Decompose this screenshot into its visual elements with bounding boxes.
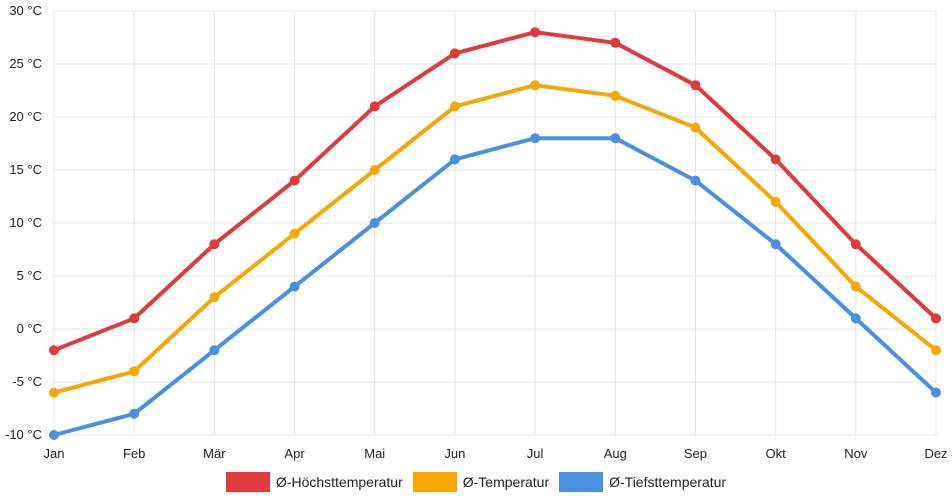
data-point[interactable] [449, 48, 460, 59]
y-tick-label: 30 °C [9, 3, 42, 18]
data-point[interactable] [530, 133, 541, 144]
x-tick-label: Dez [924, 446, 947, 461]
legend-swatch [559, 472, 604, 492]
data-point[interactable] [931, 387, 941, 398]
x-tick-label: Jan [44, 446, 65, 461]
data-point[interactable] [49, 387, 59, 398]
x-tick-label: Feb [123, 446, 145, 461]
data-point[interactable] [931, 345, 941, 356]
data-point[interactable] [369, 165, 380, 175]
y-axis-ticks: -10 °C -5 °C 0 °C 5 °C 10 °C 15 °C 20 °C 25 °C 3… [5, 3, 42, 442]
data-point[interactable] [850, 239, 861, 250]
data-point[interactable] [850, 281, 861, 292]
legend-label: Ø-Tiefsttemperatur [609, 474, 727, 490]
data-point[interactable] [770, 239, 781, 250]
x-tick-label: Okt [766, 446, 787, 461]
x-tick-label: Sep [684, 446, 707, 461]
x-tick-label: Aug [604, 446, 627, 461]
x-tick-label: Jul [527, 446, 544, 461]
series-line [53, 136, 938, 437]
x-tick-label: Mai [364, 446, 385, 461]
data-point[interactable] [690, 175, 701, 186]
data-point[interactable] [931, 313, 941, 324]
y-tick-label: 25 °C [9, 56, 42, 71]
data-point[interactable] [129, 366, 140, 377]
data-point[interactable] [129, 408, 140, 419]
data-point[interactable] [289, 281, 300, 292]
legend-label: Ø-Temperatur [462, 474, 550, 490]
series-tiefsttemperatur [49, 133, 941, 440]
data-point[interactable] [530, 80, 541, 91]
x-tick-label: Jun [444, 446, 465, 461]
y-tick-label: 5 °C [17, 268, 42, 283]
data-point[interactable] [289, 175, 300, 186]
x-tick-label: Mär [203, 446, 226, 461]
data-point[interactable] [209, 345, 220, 356]
series-line [53, 83, 938, 395]
chart-series [49, 27, 941, 440]
x-tick-label: Apr [284, 446, 305, 461]
series-h-chsttemperatur [49, 27, 941, 356]
y-tick-label: 15 °C [9, 162, 42, 177]
legend-swatch [412, 472, 457, 492]
x-axis-ticks: Jan Feb Mär Apr Mai Jun Jul Aug Sep Okt Nov Dez [44, 446, 948, 461]
data-point[interactable] [530, 27, 541, 38]
data-point[interactable] [610, 133, 621, 144]
legend-item[interactable]: Ø-Höchsttemperatur [225, 472, 403, 492]
data-point[interactable] [289, 228, 300, 239]
data-point[interactable] [49, 345, 59, 356]
data-point[interactable] [690, 80, 701, 91]
data-point[interactable] [369, 101, 380, 112]
line-chart: -10 °C -5 °C 0 °C 5 °C 10 °C 15 °C 20 °C 25 °C 3… [5, 3, 948, 461]
legend-item[interactable]: Ø-Tiefsttemperatur [559, 472, 726, 492]
y-tick-label: 0 °C [17, 321, 42, 336]
data-point[interactable] [209, 239, 220, 250]
chart-legend: Ø-Höchsttemperatur Ø-Temperatur Ø-Tiefstte… [0, 472, 952, 492]
data-point[interactable] [610, 37, 621, 48]
data-point[interactable] [209, 292, 220, 303]
y-tick-label: -5 °C [12, 374, 42, 389]
data-point[interactable] [49, 430, 59, 440]
x-tick-label: Nov [844, 446, 868, 461]
data-point[interactable] [369, 218, 380, 228]
data-point[interactable] [690, 122, 701, 133]
data-point[interactable] [610, 90, 621, 101]
series-temperatur [49, 80, 941, 398]
data-point[interactable] [770, 154, 781, 165]
data-point[interactable] [129, 313, 140, 324]
y-tick-label: 20 °C [9, 109, 42, 124]
legend-swatch [225, 472, 270, 492]
data-point[interactable] [770, 196, 781, 207]
legend-item[interactable]: Ø-Temperatur [412, 472, 550, 492]
data-point[interactable] [449, 101, 460, 112]
legend-label: Ø-Höchsttemperatur [275, 474, 403, 490]
series-line [53, 30, 938, 353]
data-point[interactable] [850, 313, 861, 324]
y-tick-label: -10 °C [5, 427, 42, 442]
data-point[interactable] [449, 154, 460, 165]
y-tick-label: 10 °C [9, 215, 42, 230]
